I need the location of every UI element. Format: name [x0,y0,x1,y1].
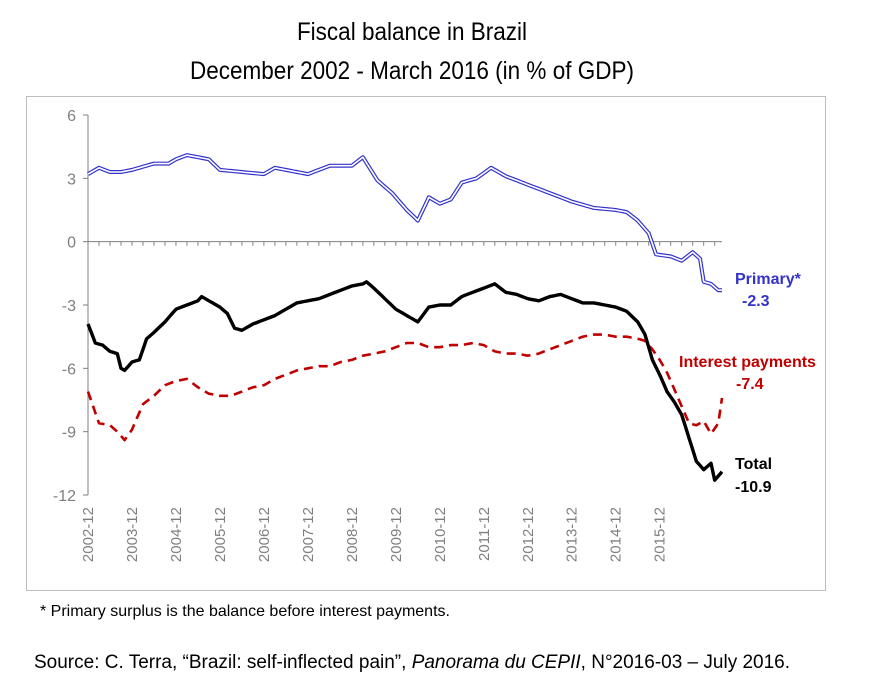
chart-title-line2: December 2002 - March 2016 (in % of GDP) [190,57,634,85]
x-tick-label: 2012-12 [520,507,537,562]
source-suffix: , N°2016-03 – July 2016. [580,652,791,673]
x-tick-label: 2004-12 [168,507,185,562]
y-tick-label: -6 [62,361,76,378]
primary-line-outer [87,153,722,293]
x-tick-label: 2014-12 [608,507,625,562]
series-value-label: -7.4 [736,376,764,393]
y-tick-label: 3 [67,171,76,188]
x-tick-label: 2007-12 [300,507,317,562]
source-prefix: Source: C. Terra, “Brazil: self-inflecte… [34,652,412,673]
series-value-label: -10.9 [735,479,772,496]
x-tick-label: 2003-12 [124,507,141,562]
y-tick-label: -9 [62,425,76,442]
x-tick-label: 2002-12 [80,507,97,562]
x-tick-label: 2015-12 [652,507,669,562]
series-end-labels: Primary* -2.3 Interest payments -7.4 Total -1… [679,271,816,496]
source-note: Source: C. Terra, “Brazil: self-inflecte… [34,652,790,674]
x-tick-label: 2006-12 [256,507,273,562]
x-tick-label: 2013-12 [564,507,581,562]
source-journal: Panorama du CEPII [411,652,581,673]
primary-line-inner [87,154,722,291]
series-name-label: Total [735,456,772,473]
series-value-label: -2.3 [742,293,770,310]
x-tick-label: 2009-12 [388,507,405,562]
x-tick-label: 2005-12 [212,507,229,562]
x-tick-label: 2011-12 [476,507,493,561]
series-lines [86,153,724,482]
y-tick-label: -3 [62,298,76,315]
footnote: * Primary surplus is the balance before … [40,603,450,620]
y-tick-label: 6 [67,108,76,125]
series-name-label: Interest payments [679,354,816,371]
y-tick-label: 0 [67,235,76,252]
chart-frame [26,96,826,591]
y-tick-label: -12 [53,488,76,505]
x-tick-label: 2010-12 [432,507,449,562]
chart-title-line1: Fiscal balance in Brazil [296,18,528,46]
x-tick-label: 2008-12 [344,507,361,562]
series-name-label: Primary* [735,271,802,288]
interest-line [86,333,724,442]
total-line [86,280,724,482]
